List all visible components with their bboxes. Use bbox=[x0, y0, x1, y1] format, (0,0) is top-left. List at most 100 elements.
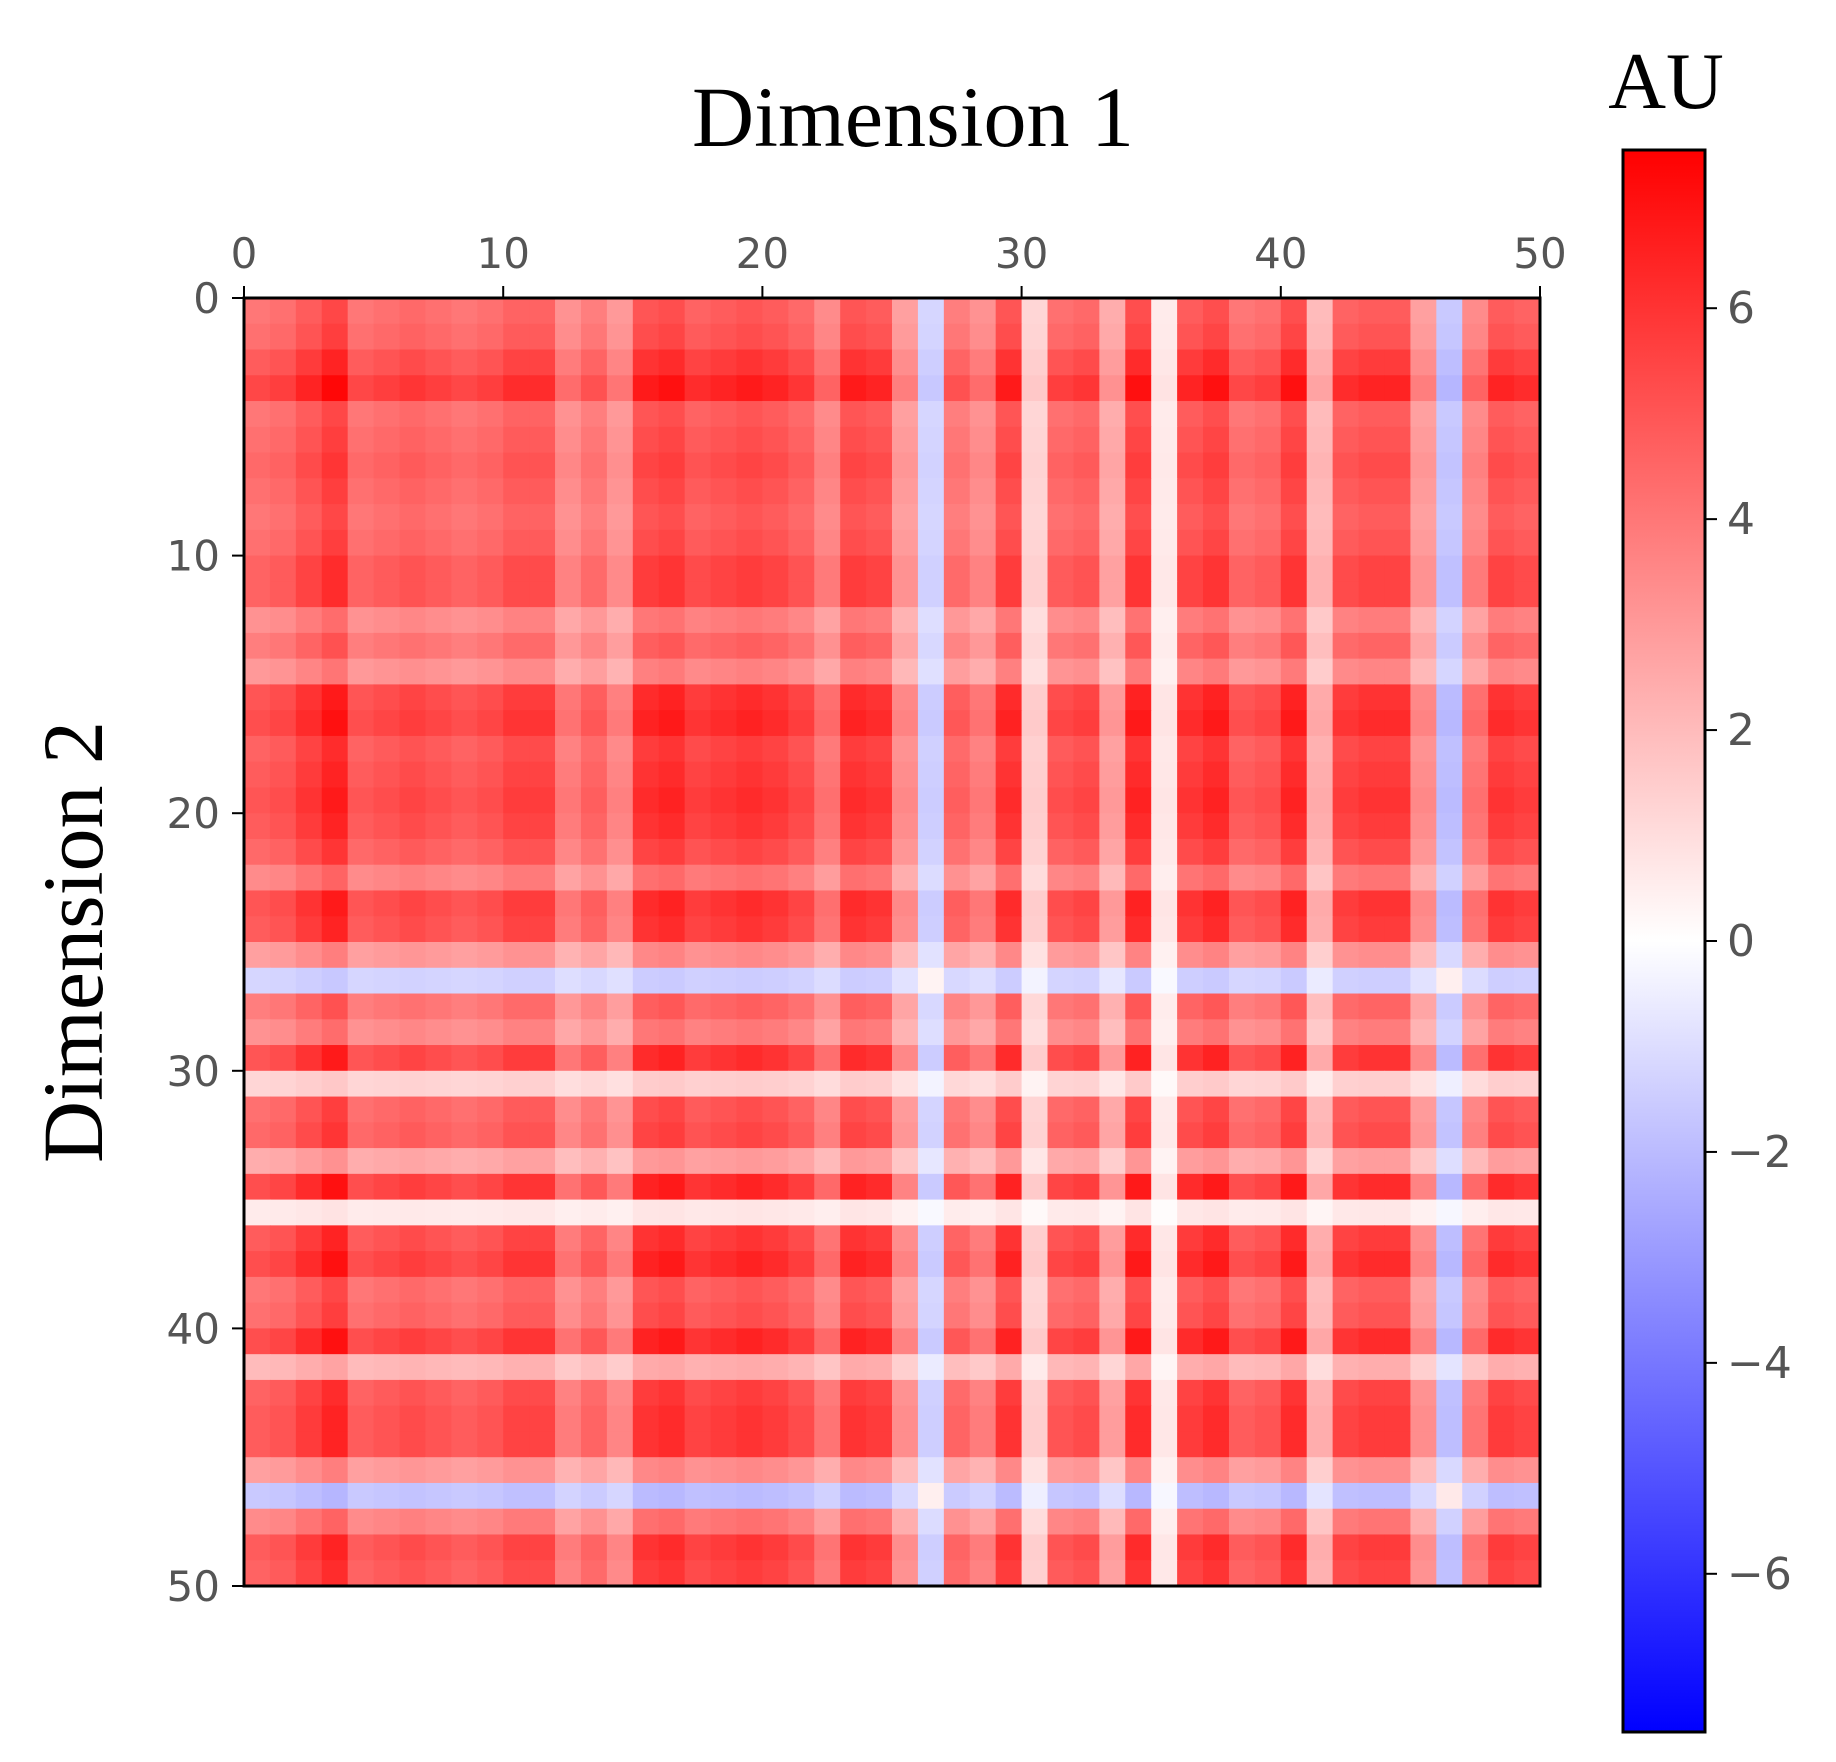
heatmap-cell bbox=[503, 1173, 530, 1201]
heatmap-cell bbox=[1099, 967, 1126, 995]
heatmap-cell bbox=[399, 529, 427, 557]
heatmap-cell bbox=[1021, 1276, 1049, 1304]
heatmap-cell bbox=[684, 813, 712, 840]
heatmap-cell bbox=[1228, 298, 1256, 325]
heatmap-cell bbox=[814, 1405, 841, 1433]
heatmap-cell bbox=[710, 1534, 738, 1561]
heatmap-cell bbox=[1358, 1019, 1386, 1046]
heatmap-cell bbox=[529, 1045, 556, 1072]
heatmap-cell bbox=[995, 813, 1023, 840]
heatmap-cell bbox=[1151, 323, 1178, 351]
heatmap-cell bbox=[943, 1276, 971, 1304]
x-axis-title: Dimension 1 bbox=[692, 69, 1134, 165]
heatmap-cell bbox=[1073, 1560, 1100, 1587]
heatmap-cell bbox=[477, 401, 504, 428]
heatmap-cell bbox=[1073, 1302, 1100, 1329]
heatmap-cell bbox=[1047, 1251, 1075, 1278]
heatmap-cell bbox=[529, 323, 556, 351]
heatmap-cell bbox=[1436, 1302, 1463, 1329]
heatmap-cell bbox=[1358, 1045, 1386, 1072]
heatmap-cell bbox=[1177, 529, 1204, 557]
heatmap-cell bbox=[503, 658, 530, 685]
heatmap-cell bbox=[814, 298, 841, 325]
heatmap-cell bbox=[1332, 1302, 1360, 1329]
heatmap-cell bbox=[580, 452, 608, 479]
heatmap-cell bbox=[1254, 555, 1282, 582]
heatmap-cell bbox=[1462, 787, 1489, 814]
heatmap-cell bbox=[814, 1019, 841, 1046]
heatmap-cell bbox=[1410, 813, 1437, 840]
heatmap-cell bbox=[1073, 787, 1100, 814]
heatmap-cell bbox=[425, 1225, 452, 1252]
heatmap-cell bbox=[1125, 1354, 1152, 1381]
heatmap-cell bbox=[1021, 1096, 1049, 1123]
heatmap-cell bbox=[943, 916, 971, 943]
heatmap-cell bbox=[1047, 1379, 1075, 1407]
heatmap-cell bbox=[1073, 1173, 1100, 1201]
heatmap-cell bbox=[995, 375, 1023, 402]
heatmap-cell bbox=[425, 1096, 452, 1123]
heatmap-cell bbox=[1203, 1405, 1230, 1433]
heatmap-cell bbox=[606, 1534, 634, 1561]
heatmap-cell bbox=[1151, 555, 1178, 582]
heatmap-cell bbox=[295, 1379, 323, 1407]
heatmap-cell bbox=[840, 607, 867, 634]
heatmap-cell bbox=[1177, 1019, 1204, 1046]
heatmap-cell bbox=[580, 813, 608, 840]
heatmap-cell bbox=[658, 1096, 686, 1123]
heatmap-cell bbox=[1203, 761, 1230, 789]
heatmap-cell bbox=[1436, 1405, 1463, 1433]
heatmap-cell bbox=[529, 1328, 556, 1355]
heatmap-cell bbox=[1332, 375, 1360, 402]
heatmap-cell bbox=[1177, 967, 1204, 995]
heatmap-cell bbox=[1514, 1302, 1541, 1329]
heatmap-cell bbox=[503, 1148, 530, 1175]
heatmap-cell bbox=[1228, 864, 1256, 892]
heatmap-cell bbox=[762, 710, 789, 737]
heatmap-cell bbox=[1073, 1431, 1100, 1458]
heatmap-cell bbox=[1436, 1122, 1463, 1149]
heatmap-cell bbox=[1280, 607, 1308, 634]
heatmap-cell bbox=[917, 375, 945, 402]
heatmap-cell bbox=[1332, 967, 1360, 995]
heatmap-cell bbox=[1125, 1302, 1152, 1329]
heatmap-cell bbox=[1151, 1457, 1178, 1484]
heatmap-cell bbox=[710, 761, 738, 789]
heatmap-cell bbox=[866, 710, 893, 737]
heatmap-cell bbox=[1021, 890, 1049, 917]
heatmap-cell bbox=[1410, 401, 1437, 428]
heatmap-cell bbox=[866, 1534, 893, 1561]
heatmap-cell bbox=[1125, 1482, 1152, 1510]
heatmap-cell bbox=[995, 1199, 1023, 1226]
heatmap-cell bbox=[295, 478, 323, 505]
heatmap-cell bbox=[529, 1431, 556, 1458]
heatmap-cell bbox=[269, 1354, 297, 1381]
heatmap-cell bbox=[399, 1173, 427, 1201]
heatmap-cell bbox=[1332, 838, 1360, 866]
heatmap-cell bbox=[995, 1225, 1023, 1252]
heatmap-cell bbox=[710, 581, 738, 608]
heatmap-cell bbox=[1021, 1354, 1049, 1381]
heatmap-cell bbox=[943, 1199, 971, 1226]
y-tick-label: 40 bbox=[167, 1304, 220, 1353]
heatmap-cell bbox=[606, 323, 634, 351]
heatmap-cell bbox=[1358, 632, 1386, 660]
heatmap-cell bbox=[658, 1405, 686, 1433]
heatmap-cell bbox=[632, 323, 660, 351]
heatmap-cell bbox=[1410, 684, 1437, 711]
heatmap-cell bbox=[1254, 349, 1282, 376]
heatmap-cell bbox=[1488, 555, 1515, 582]
heatmap-cell bbox=[1203, 710, 1230, 737]
heatmap-cell bbox=[762, 967, 789, 995]
heatmap-cell bbox=[555, 864, 582, 892]
heatmap-cell bbox=[710, 993, 738, 1020]
heatmap-cell bbox=[762, 787, 789, 814]
heatmap-cell bbox=[1073, 1482, 1100, 1510]
heatmap-cell bbox=[425, 1560, 452, 1587]
heatmap-cell bbox=[840, 1302, 867, 1329]
heatmap-cell bbox=[477, 1225, 504, 1252]
heatmap-cell bbox=[1280, 1482, 1308, 1510]
heatmap-cell bbox=[1462, 1019, 1489, 1046]
heatmap-cell bbox=[529, 993, 556, 1020]
heatmap-cell bbox=[555, 1045, 582, 1072]
